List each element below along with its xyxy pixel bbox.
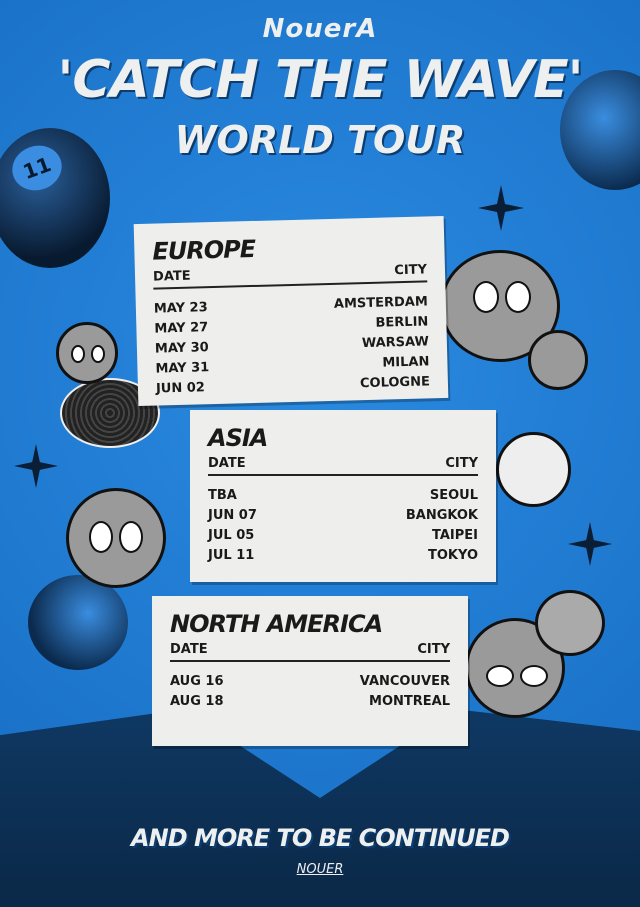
footer-tagline: AND MORE TO BE CONTINUED xyxy=(131,824,510,852)
raccoon-character-icon xyxy=(56,322,118,384)
ball-icon xyxy=(28,575,128,670)
show-city: VANCOUVER xyxy=(359,674,450,689)
region-title: NORTH AMERICA xyxy=(170,610,383,638)
show-date: MAY 30 xyxy=(154,340,209,357)
date-header: DATE xyxy=(208,456,246,471)
show-city: TAIPEI xyxy=(431,528,478,543)
show-city: COLOGNE xyxy=(359,374,431,392)
signature-logo: NOUER xyxy=(296,862,344,877)
region-title: ASIA xyxy=(208,424,268,452)
city-header: CITY xyxy=(394,262,428,279)
show-city: WARSAW xyxy=(361,334,430,352)
wolf-character-icon xyxy=(66,488,166,588)
show-date: MAY 31 xyxy=(155,360,210,377)
ball-icon xyxy=(560,70,640,190)
artist-logo: NouerA xyxy=(262,14,378,44)
show-date: AUG 16 xyxy=(170,674,224,689)
city-header: CITY xyxy=(445,456,478,471)
show-date: TBA xyxy=(208,488,237,503)
eight-ball-icon: 11 xyxy=(0,128,110,268)
show-date: JUL 11 xyxy=(208,548,255,563)
show-city: MONTREAL xyxy=(369,694,450,709)
date-header: DATE xyxy=(152,268,191,285)
date-header: DATE xyxy=(170,642,208,657)
bunny-badge-icon xyxy=(496,432,571,507)
small-character-icon xyxy=(528,330,588,390)
show-city: SEOUL xyxy=(429,488,478,503)
show-date: AUG 18 xyxy=(170,694,224,709)
region-title: EUROPE xyxy=(152,234,256,266)
show-date: MAY 23 xyxy=(153,300,208,317)
show-city: AMSTERDAM xyxy=(333,294,429,312)
europe-card: EUROPE DATE CITY MAY 23 MAY 27 MAY 30 MAY 31… xyxy=(133,215,449,407)
sleepy-character-icon xyxy=(535,590,605,656)
tour-subtitle: WORLD TOUR xyxy=(174,118,466,162)
show-city: BANGKOK xyxy=(405,508,478,523)
star-icon xyxy=(568,522,612,566)
star-icon xyxy=(478,185,524,231)
star-icon xyxy=(14,444,58,488)
show-city: BERLIN xyxy=(375,314,429,331)
show-city: MILAN xyxy=(382,354,430,371)
show-date: MAY 27 xyxy=(154,320,209,337)
show-date: JUN 02 xyxy=(155,380,206,397)
show-date: JUN 07 xyxy=(208,508,257,523)
show-city: TOKYO xyxy=(428,548,478,563)
north-america-card: NORTH AMERICA DATE CITY AUG 16 AUG 18 VANC… xyxy=(152,596,468,746)
tour-title: 'CATCH THE WAVE' xyxy=(57,50,583,110)
show-date: JUL 05 xyxy=(208,528,255,543)
city-header: CITY xyxy=(417,642,450,657)
asia-card: ASIA DATE CITY TBA JUN 07 JUL 05 JUL 11 SEOU… xyxy=(190,410,496,582)
